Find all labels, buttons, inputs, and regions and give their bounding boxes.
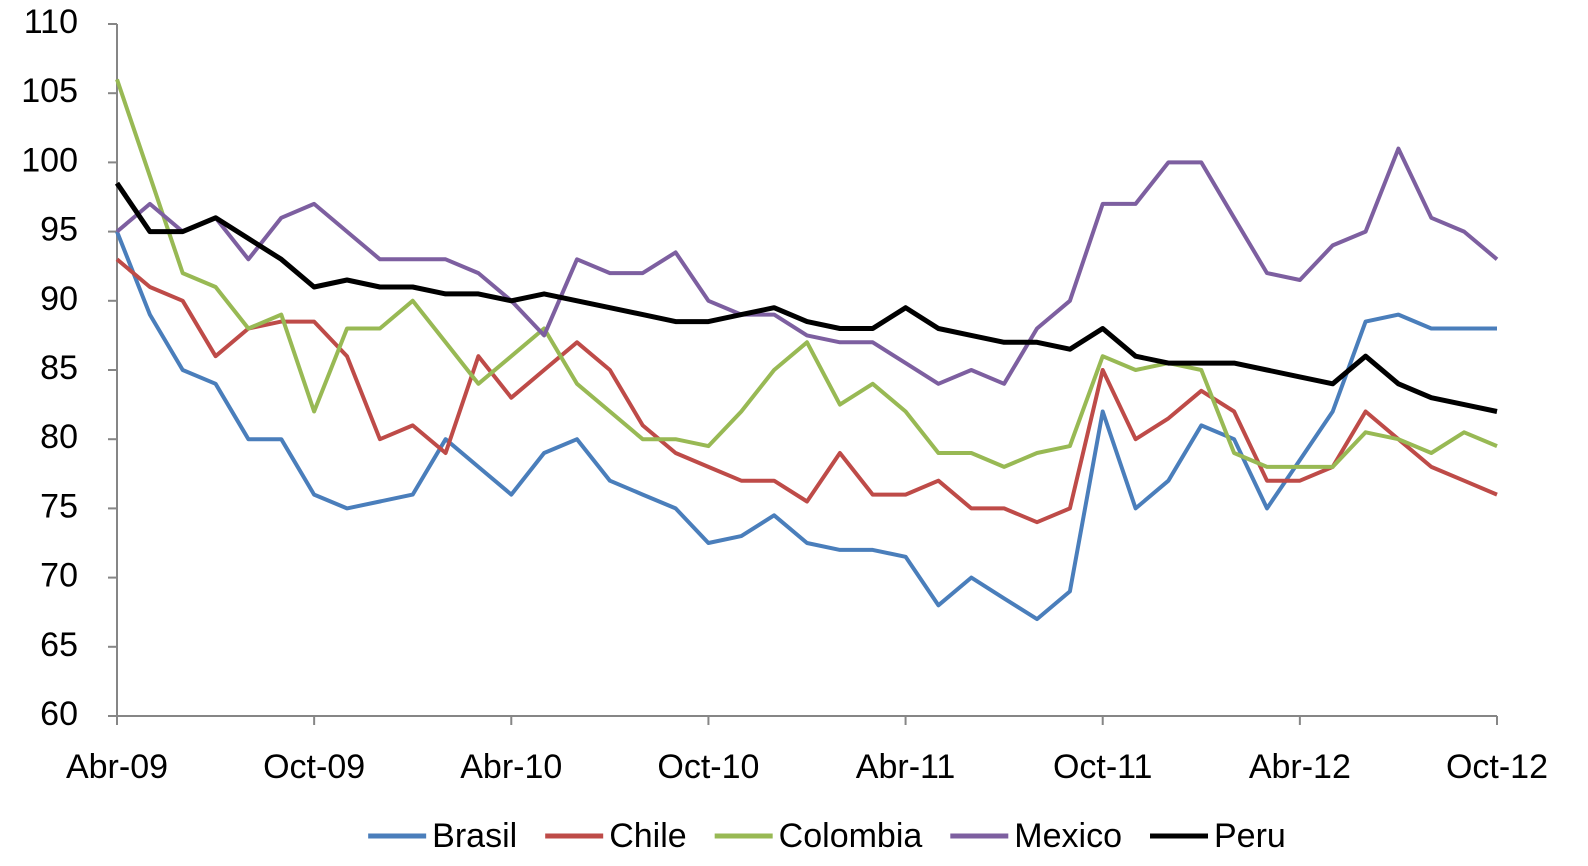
x-tick-label: Oct-12	[1446, 748, 1548, 786]
y-tick-label: 70	[40, 557, 78, 595]
series-line	[115, 78, 1498, 469]
series-line	[115, 146, 1499, 386]
legend-item: Peru	[1150, 817, 1286, 855]
y-tick-label: 110	[24, 3, 78, 41]
legend-label: Mexico	[1014, 817, 1122, 855]
y-tick-label: 95	[40, 211, 78, 249]
series-line	[114, 181, 1498, 414]
legend-label: Chile	[609, 817, 686, 855]
series-line	[115, 257, 1498, 525]
x-tick-label: Abr-10	[460, 748, 562, 786]
legend-label: Peru	[1214, 817, 1286, 855]
legend: Brasil Chile Colombia Mexico Peru	[368, 817, 1286, 855]
y-tick-label: 65	[40, 626, 78, 664]
y-tick-label: 90	[40, 280, 78, 318]
legend-label: Brasil	[432, 817, 517, 855]
x-tick-label: Abr-12	[1249, 748, 1351, 786]
y-tick-label: 85	[40, 349, 78, 387]
y-tick-label: 100	[21, 141, 78, 179]
series-line	[115, 230, 1497, 622]
y-tick-label: 60	[40, 695, 78, 733]
y-tick-label: 105	[21, 72, 78, 110]
x-tick-label: Abr-11	[856, 748, 956, 786]
x-tick-label: Oct-11	[1053, 748, 1153, 786]
legend-item: Mexico	[950, 817, 1122, 855]
legend-item: Chile	[545, 817, 687, 855]
plot-area: 60 65 70 75 80 85 90 95 100 105 110 Abr-09 Oct-09 Abr…	[21, 3, 1548, 786]
legend-label: Colombia	[779, 817, 923, 855]
legend-item: Colombia	[714, 817, 923, 855]
y-tick-label: 75	[40, 487, 78, 525]
y-tick-label: 80	[40, 418, 78, 456]
x-tick-label: Abr-09	[66, 748, 168, 786]
x-tick-label: Oct-10	[657, 748, 759, 786]
x-tick-label: Oct-09	[263, 748, 365, 786]
legend-item: Brasil	[368, 817, 517, 855]
